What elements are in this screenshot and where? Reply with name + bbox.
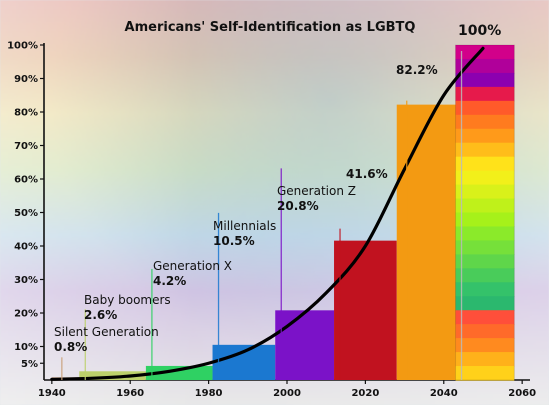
x-tick-label: 1940: [38, 388, 66, 399]
rainbow-stripe: [455, 254, 515, 269]
y-tick-label: 5%: [21, 359, 38, 370]
bar-6: [396, 104, 456, 380]
rainbow-bar-stripes: [455, 44, 515, 381]
rainbow-stripe: [455, 72, 515, 88]
x-tick-label: 1960: [116, 388, 144, 399]
rainbow-stripe: [455, 114, 515, 130]
y-tick-label: 20%: [14, 309, 38, 320]
percent-label: 41.6%: [346, 167, 388, 181]
rainbow-stripe: [455, 86, 515, 102]
rainbow-stripe: [455, 338, 515, 353]
y-tick-label: 50%: [14, 208, 38, 219]
generation-label: Generation X: [153, 259, 232, 273]
bar-2: [145, 365, 213, 380]
percent-label: 20.8%: [277, 199, 319, 213]
rainbow-stripe: [455, 352, 515, 367]
x-tick-label: 2020: [351, 388, 379, 399]
generation-label: Generation Z: [277, 184, 356, 198]
rainbow-stripe: [455, 45, 515, 60]
bar-4: [275, 310, 335, 380]
percent-label: 100%: [458, 23, 501, 39]
rainbow-stripe: [455, 282, 515, 297]
y-tick-label: 30%: [14, 275, 38, 286]
generation-label: Silent Generation: [54, 325, 159, 339]
x-tick-label: 2060: [508, 388, 536, 399]
rainbow-stripe: [455, 366, 515, 381]
y-tick-label: 100%: [7, 41, 38, 52]
y-tick-label: 70%: [14, 141, 38, 152]
percent-label: 4.2%: [153, 274, 186, 288]
rainbow-stripe: [455, 170, 515, 186]
bar-5: [334, 240, 397, 380]
x-tick-label: 2000: [273, 388, 301, 399]
generation-label: Millennials: [213, 219, 276, 233]
rainbow-stripe: [455, 324, 515, 339]
trend-curve-line: [50, 46, 485, 381]
chart-title: Americans' Self-Identification as LGBTQ: [125, 20, 416, 35]
trend-curve: [50, 46, 485, 381]
rainbow-bar-outline: [455, 44, 515, 381]
rainbow-stripe: [455, 128, 515, 144]
y-tick-label: 60%: [14, 175, 38, 186]
rainbow-stripe: [455, 156, 515, 172]
rainbow-stripe: [455, 310, 515, 325]
rainbow-stripe: [455, 296, 515, 311]
rainbow-stripe: [455, 268, 515, 283]
y-tick-label: 10%: [14, 342, 38, 353]
rainbow-stripe: [455, 142, 515, 158]
bar-1: [79, 371, 146, 380]
rainbow-stripe: [455, 240, 515, 255]
percent-label: 10.5%: [213, 234, 255, 248]
rainbow-stripe: [455, 226, 515, 242]
rainbow-stripe: [455, 184, 515, 200]
percent-label: 82.2%: [396, 63, 438, 77]
y-tick-label: 80%: [14, 108, 38, 119]
x-tick-label: 1980: [195, 388, 223, 399]
rainbow-stripe: [455, 212, 515, 228]
percent-label: 2.6%: [84, 308, 117, 322]
x-tick-label: 2040: [430, 388, 458, 399]
rainbow-stripe: [455, 100, 515, 116]
generation-label: Baby boomers: [84, 293, 171, 307]
y-tick-label: 40%: [14, 242, 38, 253]
rainbow-stripe: [455, 198, 515, 214]
y-tick-label: 90%: [14, 74, 38, 85]
percent-label: 0.8%: [54, 340, 87, 354]
